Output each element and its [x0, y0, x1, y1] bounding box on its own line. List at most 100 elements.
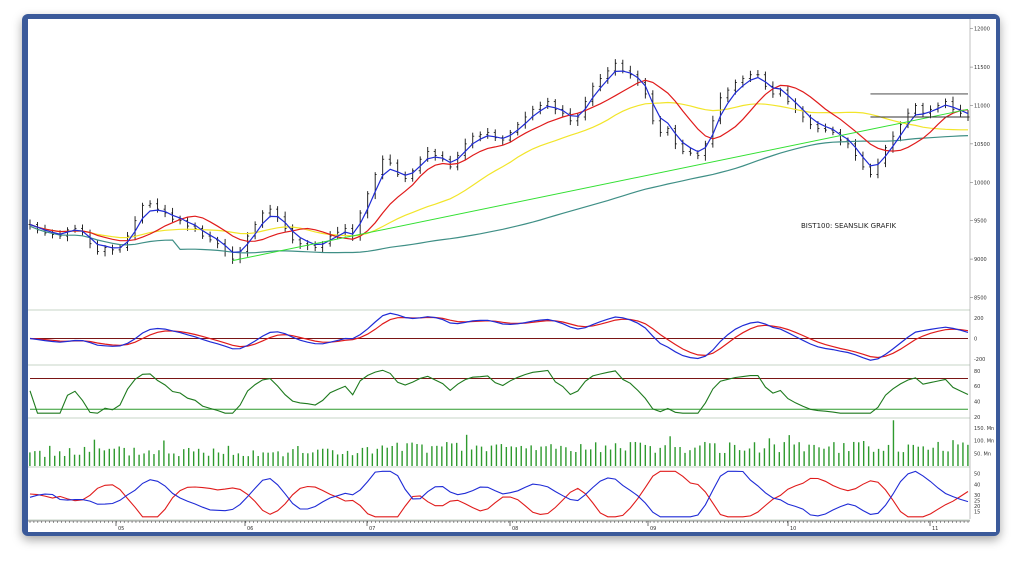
volume-tick-label: 50. Mn [974, 451, 991, 457]
volume-bar [376, 448, 379, 466]
volume-bar [138, 454, 140, 466]
volume-bar [590, 449, 592, 466]
volume-bar [515, 447, 517, 466]
volume-bar [585, 449, 587, 466]
volume-bar [451, 443, 453, 466]
volume-bar [480, 446, 483, 466]
macd-line [29, 312, 969, 361]
volume-bar [877, 448, 880, 466]
price-tick-label: 11500 [974, 65, 990, 71]
volume-bar [202, 452, 205, 466]
volume-bar [317, 449, 319, 466]
volume-bar [659, 447, 661, 466]
volume-bar [153, 454, 155, 466]
volume-bar [694, 447, 696, 466]
volume-bar [401, 450, 403, 466]
volume-bar [555, 448, 557, 466]
macd-tick-label: 0 [974, 337, 977, 343]
volume-bar [178, 456, 180, 466]
volume-bar [957, 444, 959, 466]
price-tick-label: 8500 [974, 295, 987, 301]
volume-bar [724, 452, 726, 466]
volume-bar [535, 450, 537, 466]
price-tick-label: 9000 [974, 257, 987, 263]
volume-bar [386, 447, 388, 466]
volume-bar [93, 439, 96, 466]
volume-bar [108, 448, 111, 466]
volume-bar [54, 455, 56, 466]
volume-bar [738, 450, 741, 466]
volume-bar [247, 456, 249, 466]
volume-bar [664, 445, 666, 466]
dmi-tick-label: 30 [974, 493, 980, 499]
volume-bar [123, 447, 125, 466]
volume-bar [168, 453, 170, 466]
macd-signal-line [29, 316, 969, 359]
volume-bar [307, 453, 309, 466]
volume-bar [689, 450, 691, 466]
volume-bar [49, 445, 51, 466]
rsi-tick-label: 60 [974, 384, 980, 390]
volume-bar [937, 441, 939, 466]
rsi-tick-label: 80 [974, 369, 980, 375]
volume-bar [882, 450, 885, 466]
volume-tick-label: 150. Mn [974, 426, 994, 432]
volume-bar [763, 448, 766, 466]
volume-bar [833, 442, 835, 466]
volume-bar [932, 447, 934, 466]
volume-bar [967, 444, 969, 466]
volume-bar [639, 442, 642, 466]
volume-bar [267, 452, 269, 466]
volume-bar [173, 453, 175, 466]
volume-bar [391, 445, 393, 466]
volume-bar [828, 446, 830, 466]
volume-bar [351, 455, 354, 466]
volume-bar [942, 450, 944, 466]
volume-bar [34, 451, 36, 466]
dmi-plus-line [29, 470, 969, 518]
volume-bar [490, 445, 493, 466]
volume-bar [624, 450, 627, 466]
volume-bar [654, 452, 656, 466]
volume-bar [649, 446, 651, 466]
price-tick-label: 11000 [974, 103, 990, 109]
volume-bar [550, 444, 552, 466]
volume-bar [331, 450, 334, 466]
volume-bar [456, 442, 458, 466]
dmi-tick-label: 20 [974, 504, 980, 510]
volume-bar [545, 446, 547, 466]
volume-bar [272, 452, 274, 466]
volume-bar [580, 444, 582, 466]
x-tick-label: 06 [247, 526, 253, 532]
volume-bar [719, 452, 721, 466]
volume-bar [604, 445, 607, 466]
volume-bar [808, 444, 810, 466]
volume-bar [143, 453, 145, 466]
volume-bar [803, 451, 805, 466]
dmi-tick-label: 15 [974, 509, 980, 515]
volume-bar [758, 452, 761, 466]
volume-bar [262, 452, 264, 466]
volume-bar [485, 451, 488, 466]
volume-bar [98, 448, 101, 466]
volume-bar [947, 451, 949, 466]
volume-bar [436, 445, 438, 466]
volume-bar [73, 454, 76, 466]
volume-bar [158, 450, 160, 466]
volume-bar [282, 456, 284, 466]
price-tick-label: 12000 [974, 27, 990, 33]
volume-bar [748, 448, 751, 466]
macd-tick-label: -200 [974, 357, 985, 363]
volume-bar [302, 452, 304, 466]
x-tick-label: 05 [118, 526, 124, 532]
volume-bar [78, 454, 81, 466]
volume-bar [431, 446, 433, 466]
volume-bar [565, 447, 567, 466]
volume-bar [217, 452, 220, 466]
volume-bar [446, 442, 448, 466]
volume-bar [252, 450, 254, 466]
x-tick-label: 07 [369, 526, 375, 532]
volume-bar [892, 420, 895, 466]
volume-bar [411, 442, 413, 466]
volume-bar [897, 451, 900, 466]
